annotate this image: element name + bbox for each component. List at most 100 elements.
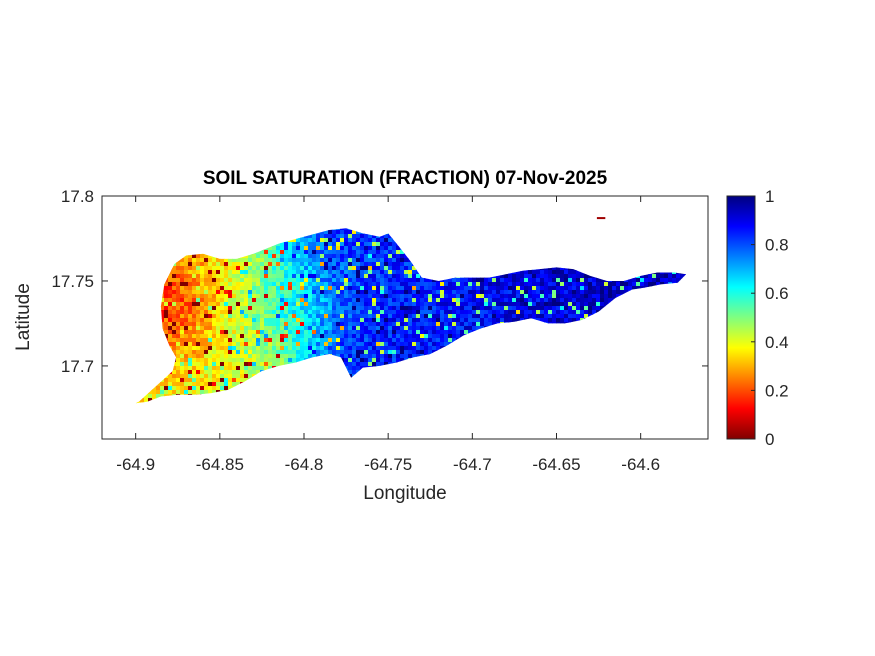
heatmap-cell: [236, 370, 241, 375]
heatmap-cell: [396, 228, 401, 231]
heatmap-cell: [352, 366, 357, 371]
heatmap-cell: [420, 390, 425, 395]
heatmap-cell: [135, 378, 137, 383]
heatmap-cell: [276, 350, 281, 355]
heatmap-cell: [348, 330, 353, 335]
heatmap-cell: [192, 394, 197, 399]
heatmap-cell: [300, 358, 305, 363]
heatmap-cell: [380, 270, 385, 275]
heatmap-cell: [276, 410, 281, 415]
heatmap-cell: [256, 414, 261, 419]
heatmap-cell: [135, 326, 137, 331]
heatmap-cell: [436, 318, 441, 323]
heatmap-cell: [196, 286, 201, 291]
heatmap-cell: [268, 214, 273, 219]
heatmap-cell: [248, 266, 253, 271]
heatmap-cell: [364, 382, 369, 387]
heatmap-cell: [172, 374, 177, 379]
heatmap-cell: [156, 218, 161, 223]
heatmap-cell: [352, 374, 357, 379]
heatmap-cell: [404, 386, 409, 391]
heatmap-cell: [172, 238, 177, 243]
heatmap-cell: [336, 318, 341, 323]
heatmap-cell: [448, 326, 453, 331]
heatmap-cell: [396, 366, 401, 371]
heatmap-cell: [392, 354, 397, 359]
heatmap-cell: [440, 386, 445, 391]
heatmap-cell: [260, 362, 265, 367]
heatmap-cell: [388, 326, 393, 331]
heatmap-cell: [316, 362, 321, 367]
heatmap-cell: [228, 394, 233, 399]
heatmap-cell: [212, 394, 217, 399]
heatmap-cell: [312, 334, 317, 339]
heatmap-cell: [236, 350, 241, 355]
heatmap-cell: [212, 382, 217, 387]
heatmap-cell: [472, 298, 477, 303]
heatmap-cell: [428, 250, 433, 255]
heatmap-cell: [172, 378, 177, 383]
heatmap-cell: [152, 326, 157, 331]
heatmap-cell: [428, 366, 433, 371]
heatmap-cell: [160, 406, 165, 411]
heatmap-cell: [436, 222, 441, 227]
heatmap-cell: [252, 342, 257, 347]
heatmap-cell: [136, 298, 141, 303]
heatmap-cell: [340, 318, 345, 323]
heatmap-cell: [148, 402, 153, 404]
heatmap-cell: [240, 358, 245, 363]
heatmap-cell: [428, 286, 433, 291]
heatmap-cell: [240, 386, 245, 391]
heatmap-cell: [308, 286, 313, 291]
heatmap-cell: [135, 322, 137, 327]
heatmap-cell: [260, 294, 265, 299]
heatmap-cell: [356, 262, 361, 267]
heatmap-cell: [468, 338, 473, 343]
heatmap-cell: [264, 286, 269, 291]
heatmap-cell: [432, 330, 437, 335]
heatmap-cell: [456, 282, 461, 287]
heatmap-cell: [300, 294, 305, 299]
heatmap-cell: [456, 326, 461, 331]
heatmap-cell: [232, 402, 237, 404]
heatmap-cell: [336, 282, 341, 287]
heatmap-cell: [456, 228, 461, 231]
heatmap-cell: [344, 314, 349, 319]
heatmap-cell: [340, 230, 345, 235]
heatmap-cell: [288, 262, 293, 267]
heatmap-cell: [168, 258, 173, 263]
heatmap-cell: [380, 290, 385, 295]
heatmap-cell: [492, 334, 497, 339]
heatmap-cell: [352, 334, 357, 339]
heatmap-cell: [272, 330, 277, 335]
heatmap-cell: [432, 322, 437, 327]
heatmap-cell: [260, 394, 265, 399]
heatmap-cell: [316, 302, 321, 307]
heatmap-cell: [464, 218, 469, 223]
heatmap-cell: [380, 310, 385, 315]
heatmap-cell: [272, 342, 277, 347]
heatmap-cell: [204, 250, 209, 255]
heatmap-cell: [312, 402, 317, 404]
heatmap-cell: [496, 234, 501, 239]
heatmap-cell: [360, 262, 365, 267]
heatmap-cell: [432, 342, 437, 347]
heatmap-cell: [336, 346, 341, 351]
heatmap-cell: [124, 362, 129, 367]
heatmap-cell: [388, 318, 393, 323]
heatmap-cell: [152, 310, 157, 315]
heatmap-cell: [296, 390, 301, 395]
heatmap-cell: [460, 410, 465, 415]
heatmap-cell: [456, 266, 461, 271]
heatmap-cell: [272, 314, 277, 319]
heatmap-cell: [300, 286, 305, 291]
heatmap-cell: [452, 358, 457, 363]
heatmap-cell: [376, 358, 381, 363]
heatmap-cell: [312, 210, 317, 215]
heatmap-cell: [212, 222, 217, 227]
heatmap-cell: [472, 350, 477, 355]
heatmap-cell: [200, 334, 205, 339]
heatmap-cell: [424, 298, 429, 303]
heatmap-cell: [236, 310, 241, 315]
heatmap-cell: [312, 230, 317, 235]
